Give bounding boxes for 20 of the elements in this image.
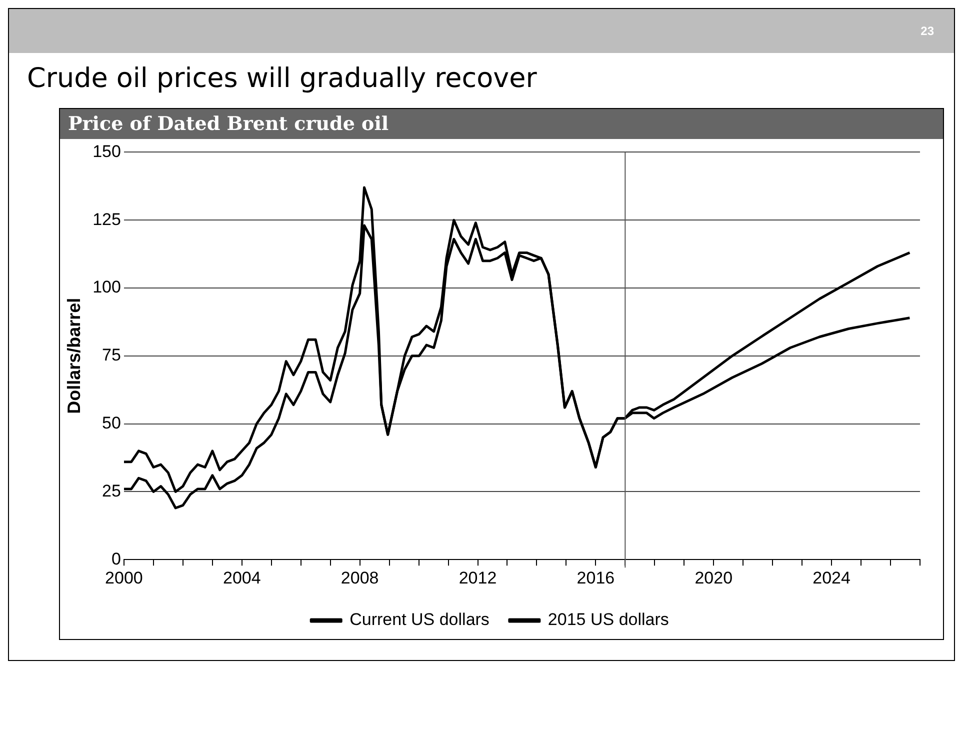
y-tick-label: 50 <box>102 413 121 432</box>
y-axis-title: Dollars/barrel <box>64 298 84 414</box>
y-tick-label: 100 <box>92 278 121 297</box>
x-tick-label: 2000 <box>105 568 143 588</box>
y-tick-label: 125 <box>92 210 121 229</box>
legend-label: 2015 US dollars <box>548 610 669 630</box>
y-tick-label: 150 <box>92 142 121 161</box>
x-tick-label: 2024 <box>812 568 850 588</box>
x-tick-label: 2016 <box>576 568 615 588</box>
chart-subtitle: Price of Dated Brent crude oil <box>60 109 943 139</box>
legend-label: Current US dollars <box>350 610 490 630</box>
x-tick-label: 2008 <box>340 568 379 588</box>
x-tick-label: 2004 <box>222 568 261 588</box>
y-tick-label: 75 <box>102 346 121 365</box>
text: 23 <box>920 24 934 38</box>
x-tick-label: 2020 <box>694 568 733 588</box>
y-tick-label: 0 <box>111 549 121 568</box>
x-tick-label: 2012 <box>458 568 497 588</box>
y-tick-label: 25 <box>102 481 121 500</box>
chart-title: Crude oil prices will gradually recover <box>26 62 538 96</box>
